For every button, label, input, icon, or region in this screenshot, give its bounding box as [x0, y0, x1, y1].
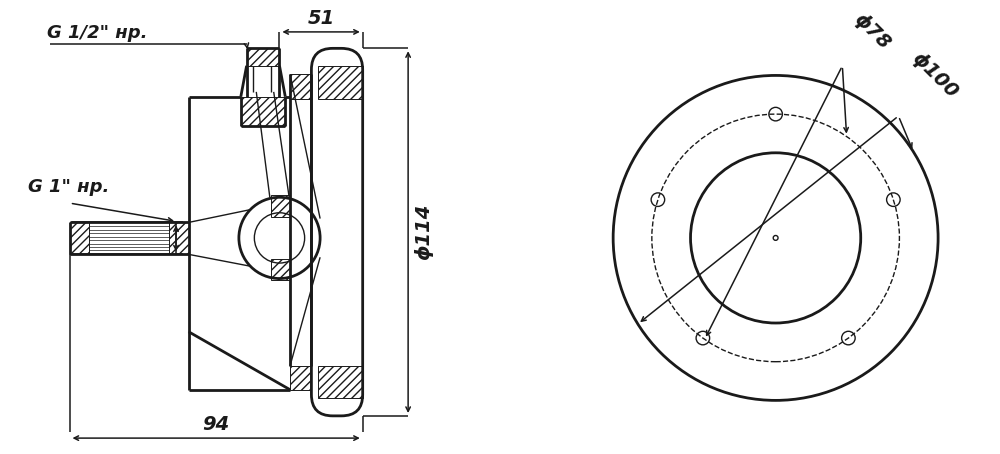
Bar [271, 259, 290, 281]
Text: ϕ78: ϕ78 [850, 10, 894, 53]
Bar [169, 222, 189, 254]
Bar [70, 222, 89, 254]
Bar [271, 195, 290, 217]
Text: 94: 94 [203, 415, 230, 434]
Bar [290, 74, 311, 99]
Bar [318, 66, 363, 99]
Bar [318, 365, 363, 399]
Bar [241, 97, 285, 126]
Text: G 1/2" нр.: G 1/2" нр. [47, 24, 148, 42]
Text: ϕ114: ϕ114 [414, 204, 433, 260]
Bar [247, 49, 279, 66]
Text: 51: 51 [307, 9, 335, 28]
Text: ϕ100: ϕ100 [908, 48, 961, 102]
Text: G 1" нр.: G 1" нр. [28, 178, 109, 196]
Bar [290, 365, 311, 390]
